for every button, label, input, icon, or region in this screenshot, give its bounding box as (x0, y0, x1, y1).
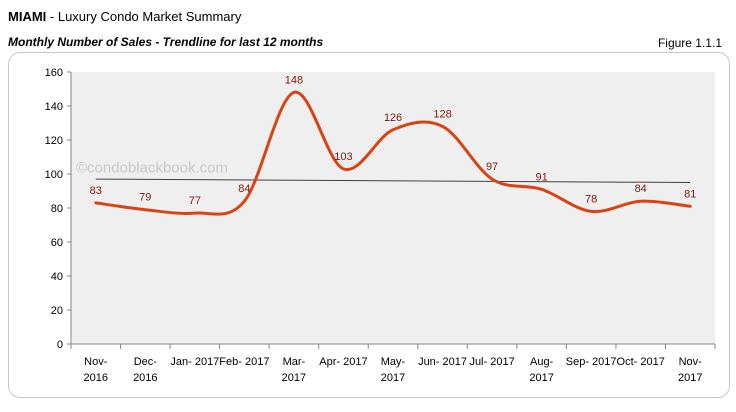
chart-subtitle: Monthly Number of Sales - Trendline for … (8, 35, 324, 49)
data-label: 78 (585, 193, 597, 205)
plot-area (71, 72, 715, 344)
x-tick-label: Jan- 2017 (170, 356, 219, 368)
data-point (540, 187, 544, 191)
x-tick-label: Aug-2017 (529, 356, 553, 384)
data-point (341, 167, 345, 171)
data-point (193, 211, 197, 215)
y-tick-label: 80 (51, 203, 63, 215)
series-line-sales (94, 90, 692, 216)
title-summary: - Luxury Condo Market Summary (46, 9, 242, 24)
x-tick-label: Oct- 2017 (617, 356, 665, 368)
data-label: 148 (285, 74, 303, 86)
figure-label: Figure 1.1.1 (657, 36, 722, 50)
y-tick-label: 140 (45, 101, 63, 113)
y-tick-label: 20 (51, 305, 63, 317)
page-title: MIAMI - Luxury Condo Market Summary (8, 9, 241, 24)
data-point (242, 199, 246, 203)
chart-panel: 0 20 40 60 80 100 120 140 160 Nov-2016 Dec-2016 Jan… (8, 52, 730, 398)
data-label: 84 (635, 183, 647, 195)
data-point (589, 209, 593, 213)
data-label: 79 (139, 192, 151, 204)
data-point (143, 208, 147, 212)
x-tick-label: Dec-2016 (133, 356, 157, 384)
data-point (94, 201, 98, 205)
x-tick-label: Feb- 2017 (219, 356, 269, 368)
data-label: 81 (684, 188, 696, 200)
y-tick-label: 120 (45, 135, 63, 147)
y-tick-label: 0 (57, 339, 63, 351)
data-label: 126 (384, 112, 402, 124)
data-label: 128 (433, 108, 451, 120)
y-tick-label: 60 (51, 237, 63, 249)
y-tick-label: 100 (45, 169, 63, 181)
x-tick-label: Jul- 2017 (469, 356, 514, 368)
x-tick-label: Mar-2017 (282, 356, 306, 384)
line-chart: 0 20 40 60 80 100 120 140 160 Nov-2016 Dec-2016 Jan… (45, 67, 716, 384)
data-label: 91 (535, 171, 547, 183)
trendline (95, 178, 691, 183)
data-point (639, 199, 643, 203)
x-tick-label: Nov-2017 (678, 356, 702, 384)
data-point (292, 90, 296, 94)
data-label: 103 (334, 151, 352, 163)
data-point (688, 204, 692, 208)
watermark: ©condoblackbook.com (76, 159, 228, 176)
data-point (490, 177, 494, 181)
y-tick-label: 40 (51, 271, 63, 283)
data-label: 97 (486, 161, 498, 173)
data-point (391, 128, 395, 132)
data-label: 84 (238, 183, 250, 195)
x-tick-label: Jun- 2017 (418, 356, 467, 368)
x-tick-label: May-2017 (381, 356, 406, 384)
x-tick-label: Apr- 2017 (319, 356, 367, 368)
data-point (441, 124, 445, 128)
x-tick-label: Nov-2016 (84, 356, 108, 384)
x-tick-label: Sep- 2017 (566, 356, 617, 368)
y-tick-label: 160 (45, 67, 63, 79)
title-market: MIAMI (8, 9, 47, 24)
data-label: 83 (90, 185, 102, 197)
data-label: 77 (189, 195, 201, 207)
